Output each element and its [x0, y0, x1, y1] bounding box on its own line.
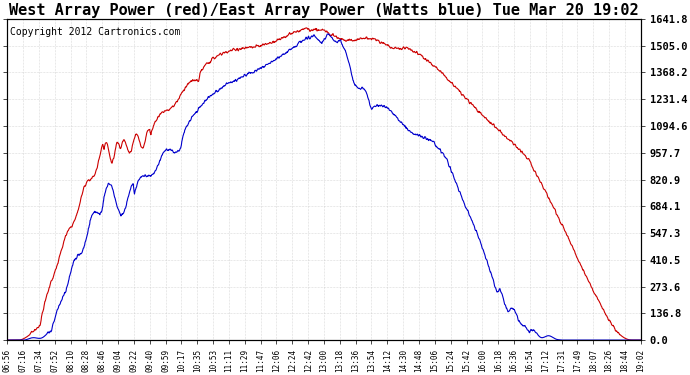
Text: Copyright 2012 Cartronics.com: Copyright 2012 Cartronics.com [10, 27, 181, 37]
Title: West Array Power (red)/East Array Power (Watts blue) Tue Mar 20 19:02: West Array Power (red)/East Array Power … [9, 3, 639, 18]
